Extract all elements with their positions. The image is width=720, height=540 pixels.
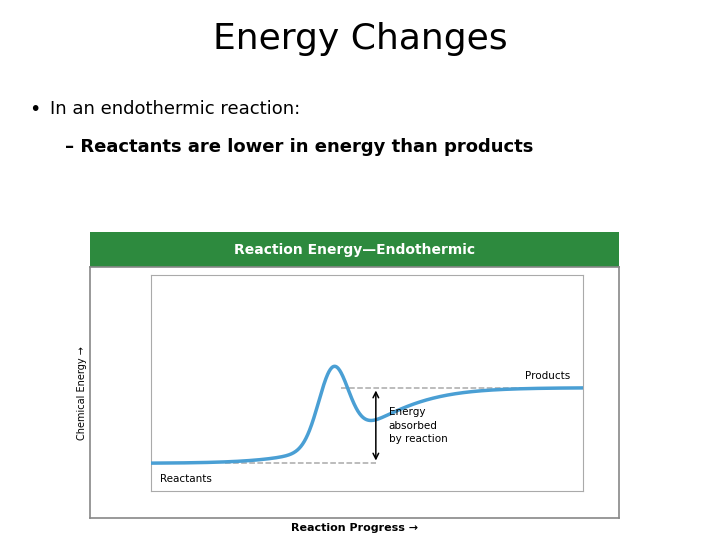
Text: •: • <box>29 100 40 119</box>
Text: Energy
absorbed
by reaction: Energy absorbed by reaction <box>389 407 448 444</box>
Text: In an endothermic reaction:: In an endothermic reaction: <box>50 100 301 118</box>
Text: Reactants: Reactants <box>160 474 212 484</box>
Text: Reaction Energy—Endothermic: Reaction Energy—Endothermic <box>234 243 475 256</box>
Text: Products: Products <box>525 371 570 381</box>
Text: Energy Changes: Energy Changes <box>212 22 508 56</box>
Y-axis label: Chemical Energy →: Chemical Energy → <box>77 346 87 440</box>
X-axis label: Reaction Progress →: Reaction Progress → <box>291 523 418 532</box>
Text: – Reactants are lower in energy than products: – Reactants are lower in energy than pro… <box>65 138 534 156</box>
